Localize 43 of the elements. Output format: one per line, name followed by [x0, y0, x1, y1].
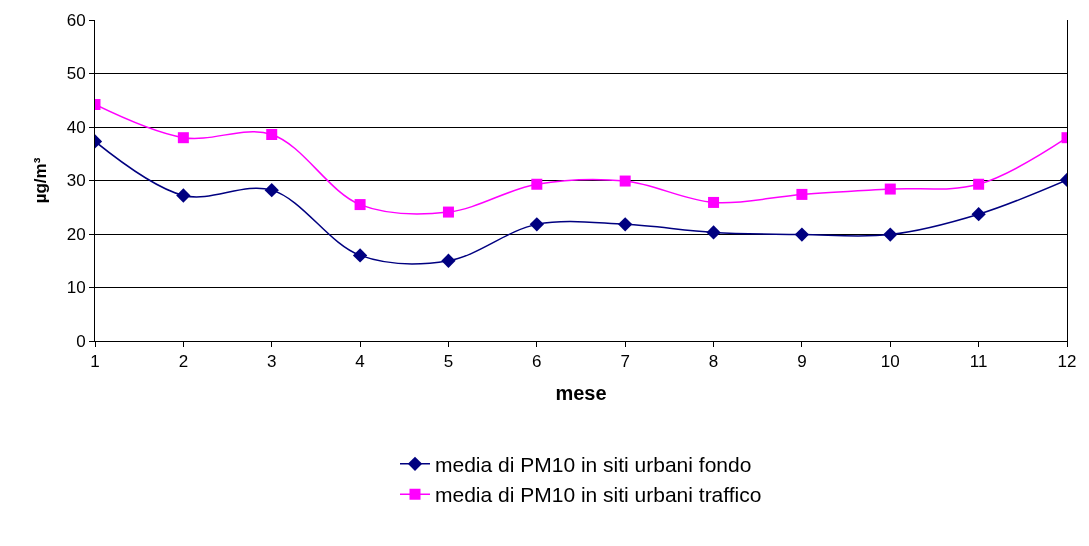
x-tick-label: 10 [880, 352, 900, 372]
y-tick-label: 30 [66, 171, 86, 191]
legend-label: media di PM10 in siti urbani fondo [435, 453, 752, 477]
x-axis-title: mese [555, 381, 607, 404]
point [796, 188, 808, 200]
x-tick-label: 7 [620, 352, 630, 372]
point [619, 175, 631, 187]
x-tick-label: 6 [532, 352, 542, 372]
x-tick-label: 5 [443, 352, 454, 372]
point [177, 132, 189, 144]
y-tick-label: 10 [66, 278, 86, 298]
point [354, 199, 366, 211]
x-tick-label: 9 [797, 352, 807, 372]
x-tick-label: 12 [1057, 352, 1077, 372]
point [352, 248, 368, 263]
y-axis-title: µg/m³ [31, 157, 51, 204]
point [529, 217, 544, 232]
y-tick-label: 60 [66, 10, 86, 30]
x-tick-label: 2 [178, 352, 189, 372]
y-tick-label: 0 [76, 331, 86, 351]
point [708, 196, 720, 208]
point [971, 207, 986, 222]
point [531, 178, 543, 190]
point [884, 183, 896, 195]
x-tick-label: 8 [708, 352, 719, 372]
x-tick-label: 1 [90, 352, 100, 372]
point [973, 178, 985, 190]
legend-label: media di PM10 in siti urbani traffico [435, 483, 762, 507]
x-tick-label: 4 [355, 352, 365, 372]
y-tick-label: 20 [66, 224, 86, 244]
point [176, 188, 191, 203]
point [706, 225, 721, 240]
point [794, 227, 810, 242]
point [264, 182, 279, 198]
point [618, 217, 633, 232]
x-tick-label: 3 [267, 352, 277, 372]
x-tick-label: 11 [969, 352, 988, 372]
y-tick-label: 50 [66, 64, 86, 84]
y-tick-label: 40 [66, 117, 86, 137]
point [883, 227, 898, 242]
point [266, 128, 278, 140]
point [442, 206, 454, 218]
point [441, 253, 456, 268]
